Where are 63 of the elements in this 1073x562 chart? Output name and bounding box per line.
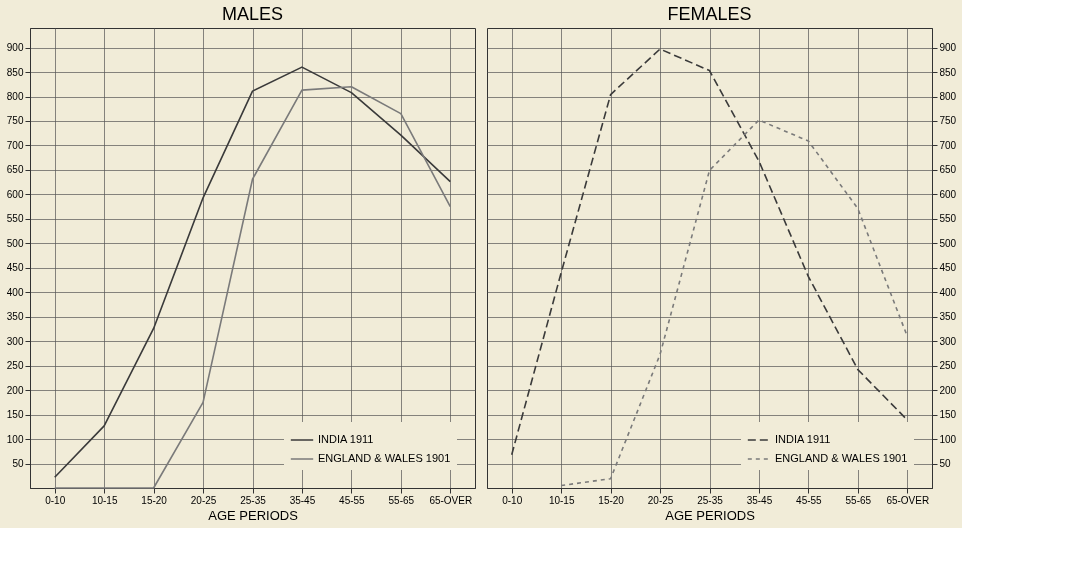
y-tick-label: 600 — [6, 188, 24, 200]
y-tick-label: 500 — [939, 237, 957, 249]
x-tick-label: 0-10 — [502, 494, 523, 506]
x-tick-label: 20-25 — [647, 494, 674, 506]
y-tick-label: 850 — [939, 66, 957, 78]
y-tick-label: 400 — [939, 286, 957, 298]
x-tick-label: 35-45 — [289, 494, 316, 506]
legend-label: ENGLAND & WALES 1901 — [775, 452, 908, 464]
x-tick-label: 25-35 — [240, 494, 267, 506]
y-tick-label: 750 — [939, 115, 957, 127]
y-tick-label: 700 — [939, 139, 957, 151]
y-tick-label: 350 — [6, 311, 24, 323]
y-tick-label: 700 — [6, 139, 24, 151]
y-tick-label: 800 — [6, 91, 24, 103]
y-tick-label: 100 — [939, 433, 957, 445]
y-tick-label: 450 — [6, 262, 24, 274]
x-tick-label: 0-10 — [45, 494, 66, 506]
y-tick-label: 150 — [6, 409, 24, 421]
y-tick-label: 200 — [6, 384, 24, 396]
y-tick-label: 600 — [939, 188, 957, 200]
y-tick-label: 650 — [939, 164, 957, 176]
y-tick-label: 850 — [6, 66, 24, 78]
y-tick-label: 900 — [939, 42, 957, 54]
y-tick-label: 550 — [6, 213, 24, 225]
y-tick-label: 100 — [6, 433, 24, 445]
x-tick-label: 65-OVER — [886, 494, 930, 506]
x-tick-label: 10-15 — [548, 494, 575, 506]
y-tick-label: 900 — [6, 42, 24, 54]
y-tick-label: 200 — [939, 384, 957, 396]
chart-title: MALES — [221, 4, 284, 24]
y-tick-label: 450 — [939, 262, 957, 274]
x-axis-title: AGE PERIODS — [665, 507, 756, 523]
y-tick-label: 750 — [6, 115, 24, 127]
y-tick-label: 400 — [6, 286, 24, 298]
line-series — [560, 119, 909, 487]
x-tick-label: 10-15 — [91, 494, 118, 506]
y-tick-label: 800 — [939, 91, 957, 103]
x-tick-label: 15-20 — [141, 494, 168, 506]
y-tick-label: 350 — [939, 311, 957, 323]
x-tick-label: 55-65 — [845, 494, 872, 506]
y-tick-label: 650 — [6, 164, 24, 176]
x-tick-label: 35-45 — [746, 494, 773, 506]
y-tick-label: 250 — [939, 360, 957, 372]
x-tick-label: 25-35 — [697, 494, 724, 506]
x-tick-label: 15-20 — [598, 494, 625, 506]
x-tick-label: 20-25 — [190, 494, 217, 506]
y-tick-label: 300 — [6, 335, 24, 347]
y-tick-label: 50 — [12, 458, 24, 470]
chart-title: FEMALES — [667, 4, 752, 24]
y-tick-label: 50 — [939, 458, 952, 470]
y-tick-label: 150 — [939, 409, 957, 421]
y-tick-label: 550 — [939, 213, 957, 225]
x-tick-label: 55-65 — [388, 494, 415, 506]
y-tick-label: 300 — [939, 335, 957, 347]
legend-label: INDIA 1911 — [318, 433, 374, 445]
legend-label: INDIA 1911 — [775, 433, 831, 445]
legend-label: ENGLAND & WALES 1901 — [318, 452, 451, 464]
x-tick-label: 45-55 — [796, 494, 823, 506]
x-axis-title: AGE PERIODS — [208, 507, 299, 523]
y-tick-label: 500 — [6, 237, 24, 249]
y-tick-label: 250 — [6, 360, 24, 372]
x-tick-label: 45-55 — [339, 494, 366, 506]
x-tick-label: 65-OVER — [429, 494, 473, 506]
